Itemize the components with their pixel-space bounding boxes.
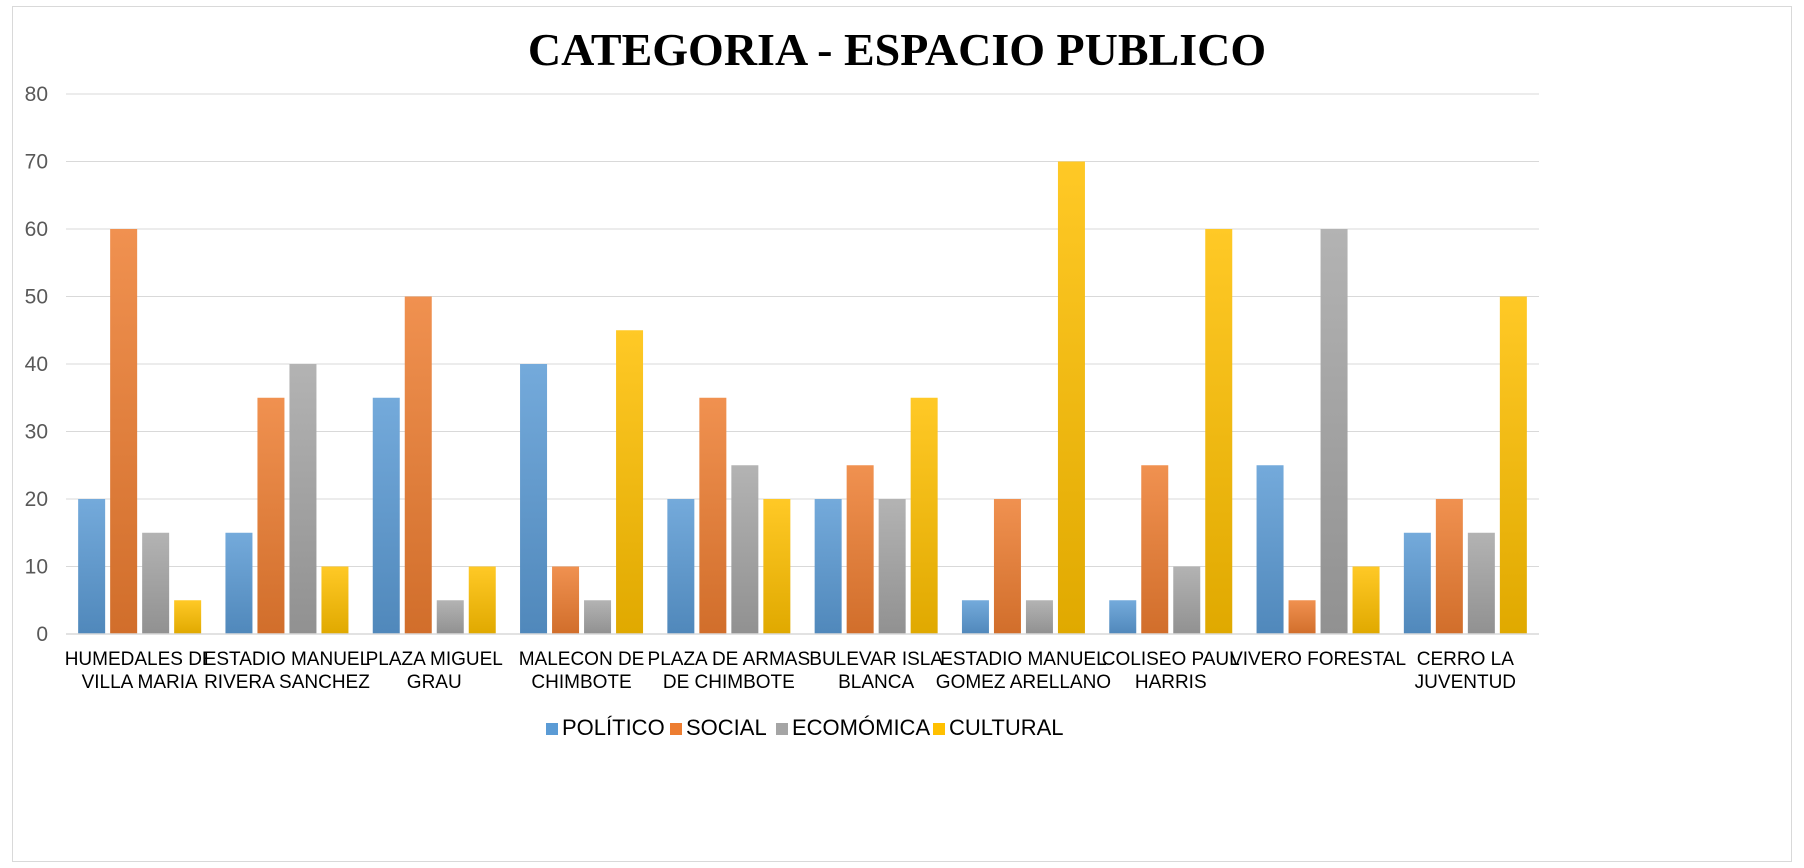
bar-ecomómica <box>878 499 906 634</box>
bar-político <box>814 499 842 634</box>
x-category-label: ESTADIO MANUEL RIVERA SANCHEZ <box>204 649 371 693</box>
y-axis-ticks: 0 10 20 30 40 50 60 70 80 <box>25 83 48 646</box>
x-category-label: BULEVAR ISLA BLANCA <box>809 649 943 693</box>
legend-label: CULTURAL <box>949 715 1064 740</box>
bar-político <box>1256 465 1284 634</box>
bar-social <box>552 566 580 634</box>
bar-ecomómica <box>1025 600 1053 634</box>
bar-cultural <box>1057 161 1085 634</box>
bar-cultural <box>616 330 644 634</box>
y-tick-label: 60 <box>25 218 48 241</box>
chart-frame: CATEGORIA - ESPACIO PUBLICO 0 10 20 30 40 50 6… <box>12 6 1792 862</box>
bar-cultural <box>1499 296 1527 634</box>
bar-social <box>699 397 727 634</box>
bar-ecomómica <box>1467 532 1495 634</box>
legend-swatch <box>776 723 788 735</box>
y-tick-label: 30 <box>25 421 48 444</box>
y-tick-label: 20 <box>25 488 48 511</box>
bar-político <box>78 499 106 634</box>
bar-ecomómica <box>731 465 759 634</box>
bar-social <box>1288 600 1316 634</box>
x-category-label: VIVERO FORESTAL <box>1230 649 1406 670</box>
legend-item: SOCIAL <box>670 715 767 740</box>
y-tick-label: 10 <box>25 556 48 579</box>
chart-title: CATEGORIA - ESPACIO PUBLICO <box>528 24 1266 75</box>
bar-ecomómica <box>1320 229 1348 634</box>
bar-cultural <box>1205 229 1233 634</box>
bar-social <box>846 465 874 634</box>
bar-social <box>110 229 138 634</box>
y-tick-label: 70 <box>25 151 48 174</box>
legend-item: CULTURAL <box>933 715 1064 740</box>
legend-label: ECOMÓMICA <box>792 715 930 740</box>
x-category-label: MALECON DE CHIMBOTE <box>519 649 645 693</box>
bar-chart: CATEGORIA - ESPACIO PUBLICO 0 10 20 30 40 50 6… <box>25 24 1539 740</box>
legend-item: POLÍTICO <box>546 715 665 740</box>
y-tick-label: 0 <box>36 623 48 646</box>
bar-social <box>1141 465 1169 634</box>
gridlines <box>66 93 1539 567</box>
legend-swatch <box>546 723 558 735</box>
bar-político <box>1109 600 1137 634</box>
bar-ecomómica <box>1173 566 1201 634</box>
bar-ecomómica <box>289 364 317 634</box>
bar-ecomómica <box>584 600 612 634</box>
bar-social <box>1435 499 1463 634</box>
legend-label: POLÍTICO <box>562 715 665 740</box>
bars <box>78 161 1527 634</box>
bar-cultural <box>468 566 496 634</box>
bar-político <box>225 532 253 634</box>
legend-swatch <box>670 723 682 735</box>
bar-social <box>257 397 285 634</box>
bar-cultural <box>174 600 202 634</box>
bar-social <box>993 499 1021 634</box>
legend-item: ECOMÓMICA <box>776 715 930 740</box>
bar-político <box>1403 532 1431 634</box>
legend: POLÍTICO SOCIAL ECOMÓMICA CULTURAL <box>546 715 1064 740</box>
y-tick-label: 40 <box>25 353 48 376</box>
x-category-label: ESTADIO MANUEL GOMEZ ARELLANO <box>936 649 1111 693</box>
bar-social <box>404 296 432 634</box>
bar-cultural <box>763 499 791 634</box>
x-category-label: PLAZA DE ARMAS DE CHIMBOTE <box>648 649 811 693</box>
bar-político <box>961 600 989 634</box>
legend-swatch <box>933 723 945 735</box>
x-category-label: HUMEDALES DE VILLA MARIA <box>65 649 215 693</box>
bar-ecomómica <box>142 532 170 634</box>
bar-político <box>372 397 400 634</box>
x-category-label: CERRO LA JUVENTUD <box>1415 649 1516 693</box>
bar-cultural <box>321 566 349 634</box>
bar-cultural <box>910 397 938 634</box>
x-category-label: COLISEO PAUL HARRIS <box>1102 649 1240 693</box>
legend-label: SOCIAL <box>686 715 767 740</box>
bar-cultural <box>1352 566 1380 634</box>
bar-político <box>520 364 548 634</box>
y-tick-label: 80 <box>25 83 48 106</box>
bar-político <box>667 499 695 634</box>
x-category-label: PLAZA MIGUEL GRAU <box>366 649 503 693</box>
bar-ecomómica <box>436 600 464 634</box>
y-tick-label: 50 <box>25 286 48 309</box>
